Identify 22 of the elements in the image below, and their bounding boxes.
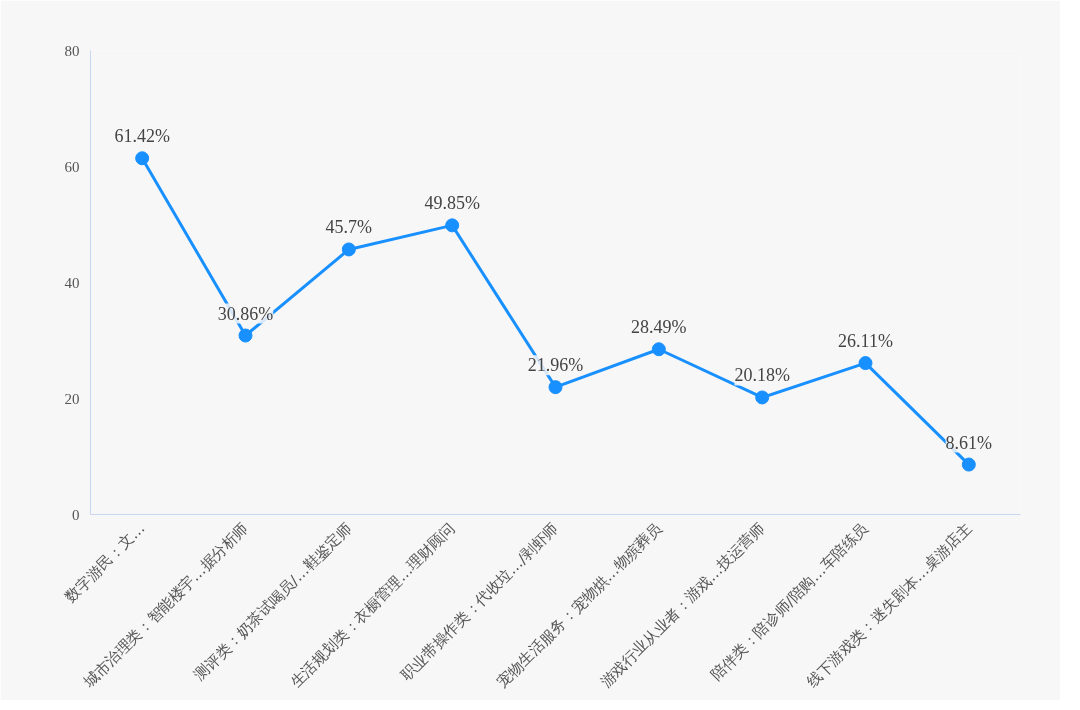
point (135, 151, 150, 166)
point (961, 457, 976, 472)
point (858, 356, 873, 371)
data-label: 20.18% (734, 365, 790, 386)
data-label: 8.61% (945, 432, 993, 453)
data-label: 28.49% (631, 317, 687, 338)
y-tick-label: 60 (64, 158, 80, 175)
data-label: 61.42% (114, 126, 170, 147)
data-label: 30.86% (217, 303, 274, 324)
point (341, 242, 356, 257)
point (651, 342, 666, 357)
y-tick-label: 20 (64, 390, 80, 407)
data-label: 21.96% (527, 355, 584, 376)
y-tick-label: 80 (64, 42, 80, 59)
data-label: 49.85% (424, 193, 480, 214)
point (445, 218, 460, 233)
data-label: 45.7% (325, 217, 373, 238)
y-tick-label: 40 (64, 274, 80, 291)
point (548, 380, 563, 395)
point (755, 390, 770, 405)
point (238, 328, 253, 343)
data-label: 26.11% (838, 331, 893, 352)
